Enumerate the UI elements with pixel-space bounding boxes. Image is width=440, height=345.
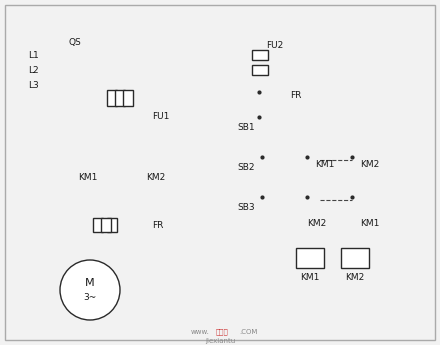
Text: SB2: SB2 <box>238 162 255 171</box>
Bar <box>123 90 133 106</box>
Text: www.: www. <box>191 329 209 335</box>
Text: KM1: KM1 <box>315 159 334 168</box>
Text: KM1: KM1 <box>301 274 320 283</box>
Text: L2: L2 <box>28 66 39 75</box>
Bar <box>341 248 369 268</box>
Bar <box>252 65 268 75</box>
Text: L1: L1 <box>28 50 39 59</box>
Bar <box>93 218 103 232</box>
Text: KM2: KM2 <box>307 218 326 227</box>
Text: KM2: KM2 <box>360 159 379 168</box>
Text: KM2: KM2 <box>147 172 165 181</box>
Text: SB1: SB1 <box>237 122 255 131</box>
Text: 接线图: 接线图 <box>216 329 228 335</box>
Text: jiexiantu: jiexiantu <box>205 338 235 344</box>
Text: QS: QS <box>69 38 81 47</box>
Text: SB3: SB3 <box>237 203 255 211</box>
Bar <box>296 248 324 268</box>
Text: M: M <box>85 278 95 288</box>
Text: .COM: .COM <box>239 329 257 335</box>
Text: KM2: KM2 <box>345 274 365 283</box>
Bar <box>107 90 117 106</box>
Circle shape <box>60 260 120 320</box>
Bar <box>101 218 111 232</box>
Text: L3: L3 <box>28 80 39 89</box>
Text: KM1: KM1 <box>78 172 98 181</box>
Bar <box>252 50 268 60</box>
Text: 3~: 3~ <box>83 293 97 302</box>
Bar <box>107 218 117 232</box>
Text: FU1: FU1 <box>152 111 169 120</box>
Text: FR: FR <box>290 90 301 99</box>
Bar <box>115 90 125 106</box>
Text: KM1: KM1 <box>360 218 379 227</box>
Text: FU2: FU2 <box>266 40 284 49</box>
Text: FR: FR <box>152 220 164 229</box>
